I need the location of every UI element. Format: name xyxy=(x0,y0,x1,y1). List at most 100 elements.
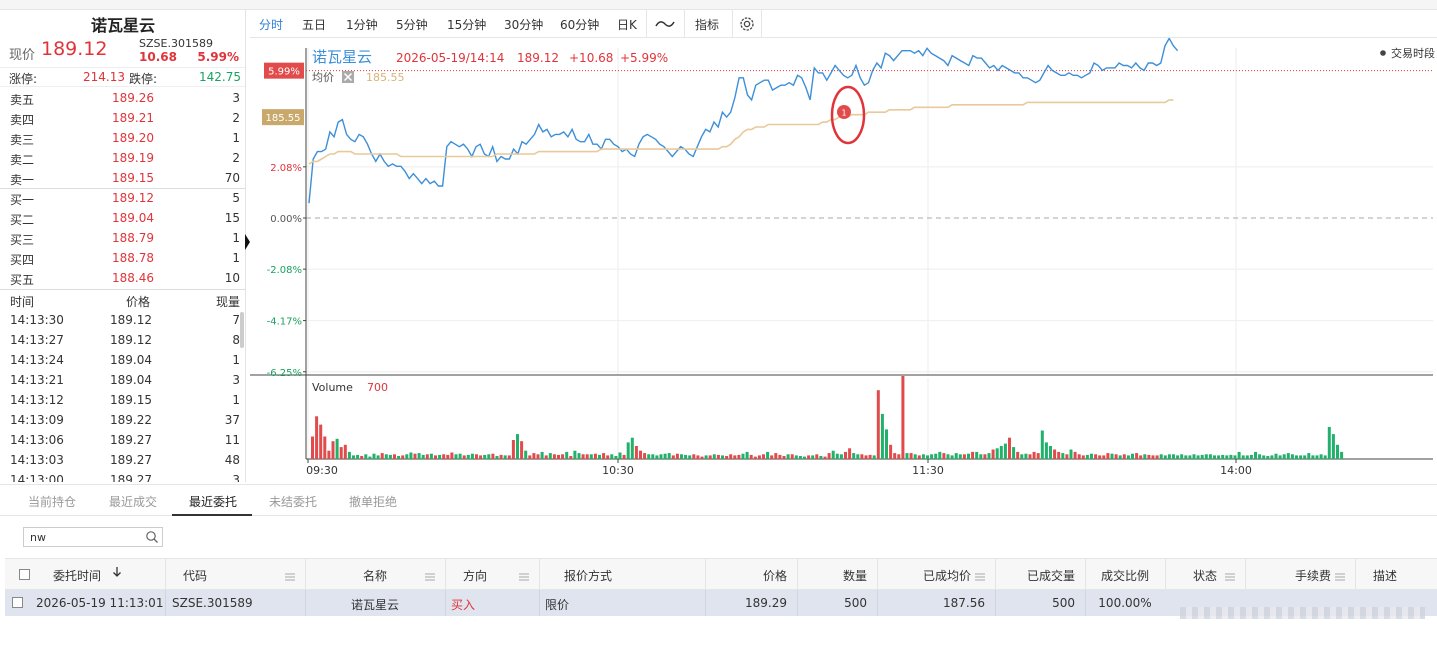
header-cell[interactable]: 报价方式 xyxy=(539,559,705,589)
volume-bar xyxy=(762,454,765,459)
header-cell[interactable]: 价格 xyxy=(705,559,797,589)
bid-row: 买四 188.78 1 xyxy=(0,248,240,268)
search-box xyxy=(23,527,163,547)
volume-bar xyxy=(991,449,995,459)
column-divider xyxy=(1355,559,1356,589)
order-tab-1[interactable]: 最近成交 xyxy=(109,495,158,509)
header-label: 描述 xyxy=(1373,569,1398,583)
redacted-description xyxy=(1180,607,1425,619)
order-tab-2[interactable]: 最近委托 xyxy=(189,495,238,509)
column-divider xyxy=(995,559,996,589)
tick-row: 14:13:06 189.27 11 xyxy=(0,430,240,450)
collapse-panel-arrow-icon[interactable] xyxy=(245,234,250,250)
x-tick-label: 11:30 xyxy=(912,464,944,477)
settings-gear-icon[interactable] xyxy=(738,15,756,33)
column-menu-icon[interactable] xyxy=(285,570,295,581)
period-tab-5[interactable]: 30分钟 xyxy=(504,18,544,32)
bid-price: 188.46 xyxy=(112,271,154,286)
volume-bar xyxy=(610,454,614,459)
select-all-checkbox[interactable] xyxy=(19,569,30,580)
volume-bar xyxy=(356,454,360,460)
indicator-button[interactable]: 指标 xyxy=(695,18,720,32)
header-cell[interactable]: 方向 xyxy=(445,559,539,589)
volume-bar xyxy=(1270,455,1274,459)
column-menu-icon[interactable] xyxy=(975,570,985,581)
volume-bar xyxy=(606,455,610,459)
volume-bar xyxy=(651,454,655,459)
period-tab-6[interactable]: 60分钟 xyxy=(560,18,600,32)
volume-bar xyxy=(659,454,663,459)
column-menu-icon[interactable] xyxy=(425,570,435,581)
column-menu-icon[interactable] xyxy=(1335,570,1345,581)
period-tab-1[interactable]: 五日 xyxy=(302,18,327,32)
volume-bar xyxy=(774,453,778,459)
header-cell[interactable]: 手续费 xyxy=(1245,559,1355,589)
sort-arrow-icon[interactable] xyxy=(112,566,122,578)
volume-bar xyxy=(347,451,351,459)
volume-bar xyxy=(339,447,343,459)
current-pct-tag xyxy=(264,62,304,79)
header-cell[interactable]: 名称 xyxy=(305,559,445,589)
search-input[interactable] xyxy=(30,529,142,545)
order-tab-3[interactable]: 未结委托 xyxy=(269,495,318,509)
column-menu-icon[interactable] xyxy=(1225,570,1235,581)
volume-bar xyxy=(753,456,757,459)
tick-volume: 3 xyxy=(232,373,240,387)
volume-bar xyxy=(1069,449,1073,459)
header-cell[interactable]: 状态 xyxy=(1165,559,1245,589)
ask-level-label: 卖五 xyxy=(10,93,35,107)
column-menu-icon[interactable] xyxy=(519,570,529,581)
trade-marker[interactable] xyxy=(837,105,851,119)
volume-bar xyxy=(1213,455,1216,459)
tick-time: 14:13:00 xyxy=(10,473,64,482)
volume-bar xyxy=(926,455,929,459)
limit-up-label: 涨停: xyxy=(9,72,38,86)
header-cell[interactable]: 委托时间 xyxy=(5,559,165,589)
volume-bar xyxy=(1217,455,1221,459)
volume-bar xyxy=(1114,454,1118,459)
volume-bar xyxy=(639,450,642,459)
volume-bar xyxy=(368,456,372,459)
volume-bar xyxy=(975,451,979,459)
order-tab-0[interactable]: 当前持仓 xyxy=(28,495,77,509)
volume-bar xyxy=(1303,455,1307,459)
period-tab-7[interactable]: 日K xyxy=(617,18,637,32)
tick-row: 14:13:24 189.04 1 xyxy=(0,350,240,370)
volume-bar xyxy=(885,429,888,459)
header-cell[interactable]: 成交比例 xyxy=(1085,559,1165,589)
ask-qty: 1 xyxy=(232,131,240,146)
period-tab-0[interactable]: 分时 xyxy=(259,18,284,32)
volume-bar xyxy=(905,453,909,459)
header-cell[interactable]: 描述 xyxy=(1355,559,1437,589)
cell-fill-ratio: 100.00% xyxy=(1085,590,1165,616)
volume-bar xyxy=(335,438,339,459)
active-tab-underline xyxy=(172,514,252,516)
volume-bar xyxy=(733,455,737,459)
volume-bar xyxy=(643,453,647,459)
volume-bar xyxy=(778,454,782,460)
volume-bar xyxy=(1225,455,1229,459)
order-tab-4[interactable]: 撤单拒绝 xyxy=(349,495,398,509)
period-tab-4[interactable]: 15分钟 xyxy=(447,18,487,32)
header-cell[interactable]: 代码 xyxy=(165,559,305,589)
tick-price: 189.27 xyxy=(110,453,152,467)
volume-bar xyxy=(930,454,934,459)
header-cell[interactable]: 已成均价 xyxy=(877,559,995,589)
ticks-header-volume: 现量 xyxy=(215,295,240,309)
volume-bar xyxy=(1094,454,1098,459)
line-style-icon[interactable] xyxy=(654,17,676,31)
cell-text: 诺瓦星云 xyxy=(350,598,399,612)
bid-level-label: 买五 xyxy=(10,273,35,288)
header-cell[interactable]: 已成交量 xyxy=(995,559,1085,589)
period-tab-3[interactable]: 5分钟 xyxy=(396,18,428,32)
search-icon[interactable] xyxy=(145,530,159,544)
header-cell[interactable]: 数量 xyxy=(797,559,877,589)
volume-bar xyxy=(1184,455,1188,459)
period-tab-2[interactable]: 1分钟 xyxy=(346,18,378,32)
volume-bar xyxy=(749,454,753,460)
bid-price: 189.04 xyxy=(112,211,154,226)
ticks-scrollbar[interactable] xyxy=(240,312,244,348)
volume-bar xyxy=(913,454,917,459)
row-checkbox[interactable] xyxy=(12,597,23,608)
volume-bar xyxy=(647,454,651,459)
